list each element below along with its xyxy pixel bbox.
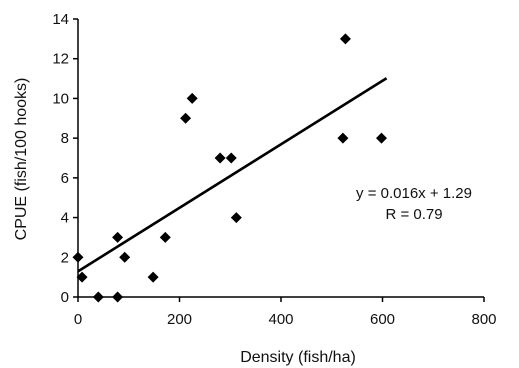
data-point	[72, 251, 84, 263]
data-point	[180, 112, 192, 124]
y-axis-ticks: 0 2 4 6 8 10 12 14	[52, 11, 78, 306]
data-point	[214, 152, 226, 164]
data-point	[76, 271, 88, 283]
y-tick-label: 10	[52, 90, 69, 107]
y-tick-label: 8	[61, 130, 69, 147]
correlation-coefficient: R = 0.79	[385, 206, 442, 223]
data-point	[147, 271, 159, 283]
y-axis-title: CPUE (fish/100 hooks)	[13, 78, 30, 241]
data-point	[339, 33, 351, 45]
y-tick-label: 12	[52, 51, 69, 68]
x-axis-ticks: 0 200 400 600 800	[74, 297, 497, 328]
x-axis-title: Density (fish/ha)	[240, 349, 356, 366]
data-point	[186, 92, 198, 104]
data-point	[337, 132, 349, 144]
trendline	[77, 77, 388, 273]
data-point	[112, 291, 124, 303]
data-point	[119, 251, 131, 263]
axes	[77, 19, 484, 298]
x-tick-label: 200	[167, 311, 192, 328]
data-point	[225, 152, 237, 164]
x-tick-label: 0	[74, 311, 82, 328]
y-tick-label: 14	[52, 11, 69, 28]
y-tick-label: 4	[61, 210, 69, 227]
data-points	[72, 33, 387, 303]
regression-equation: y = 0.016x + 1.29	[356, 185, 472, 202]
data-point	[230, 212, 242, 224]
data-point	[92, 291, 104, 303]
x-tick-label: 600	[370, 311, 395, 328]
x-tick-label: 400	[268, 311, 293, 328]
y-tick-label: 6	[61, 170, 69, 187]
y-tick-label: 2	[61, 249, 69, 266]
data-point	[159, 231, 171, 243]
data-point	[112, 231, 124, 243]
y-tick-label: 0	[61, 289, 69, 306]
data-point	[375, 132, 387, 144]
x-tick-label: 800	[471, 311, 496, 328]
